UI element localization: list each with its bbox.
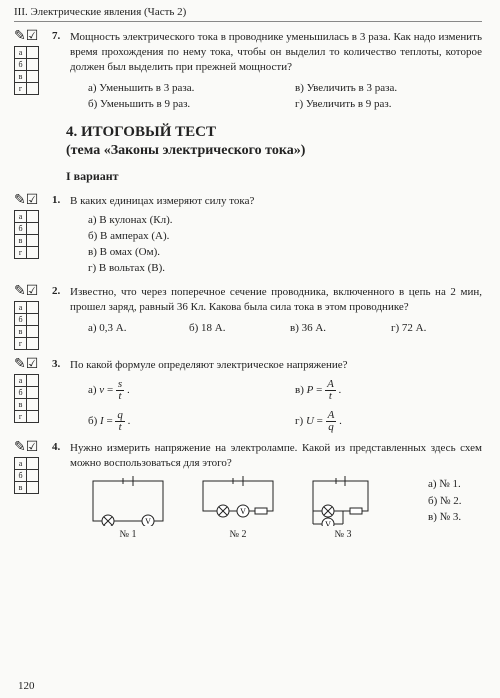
question-number: 3. xyxy=(52,358,66,433)
answer-list: а) № 1. б) № 2. в) № 3. xyxy=(428,476,462,526)
circuit-1: V № 1 xyxy=(88,476,168,542)
question-2-row: ✎☑ а б в г 2. Известно, что через попере… xyxy=(14,285,482,350)
answer-option: б) В амперах (А). xyxy=(88,229,482,245)
answer-option: в) В омах (Ом). xyxy=(88,245,482,261)
answer-option: г) В вольтах (В). xyxy=(88,261,482,277)
answer-option: в) № 3. xyxy=(428,509,462,526)
question-text: Известно, что через поперечное сечение п… xyxy=(70,285,482,336)
answer-option: б) № 2. xyxy=(428,493,462,510)
answer-option: г) U = Aq . xyxy=(295,410,482,433)
circuit-2: V № 2 xyxy=(198,476,278,542)
answer-option: г) Увеличить в 9 раз. xyxy=(295,97,482,112)
question-number: 4. xyxy=(52,441,66,542)
answer-option: в) Увеличить в 3 раза. xyxy=(295,81,482,96)
question-text: Мощность электрического тока в проводник… xyxy=(70,30,482,112)
chapter-heading: III. Электрические явления (Часть 2) xyxy=(14,6,482,22)
answer-option: а) № 1. xyxy=(428,476,462,493)
variant-label: I вариант xyxy=(66,169,482,184)
answer-grid-sidebar: ✎☑ а б в xyxy=(14,441,52,494)
answer-grid: а б в г xyxy=(14,46,39,95)
answer-grid: а б в г xyxy=(14,210,39,259)
pencil-icon: ✎☑ xyxy=(14,30,38,44)
circuit-diagram-icon: V xyxy=(198,476,278,526)
question-number: 7. xyxy=(52,30,66,112)
answer-grid-sidebar: ✎☑ а б в г xyxy=(14,30,52,95)
answer-option: а) v = st . xyxy=(88,379,275,402)
circuit-3: V № 3 xyxy=(308,476,378,542)
answer-option: в) P = At . xyxy=(295,379,482,402)
answer-option: а) В кулонах (Кл). xyxy=(88,213,482,229)
section-subtitle: (тема «Законы электрического тока») xyxy=(66,143,482,159)
circuit-diagram-icon: V xyxy=(88,476,168,526)
question-number: 2. xyxy=(52,285,66,336)
answer-option: б) I = qt . xyxy=(88,410,275,433)
answer-option: а) 0,3 А. xyxy=(88,321,179,336)
question-number: 1. xyxy=(52,194,66,277)
question-3-row: ✎☑ а б в г 3. По какой формуле определяю… xyxy=(14,358,482,433)
answer-option: б) Уменьшить в 9 раз. xyxy=(88,97,275,112)
answer-option: в) 36 А. xyxy=(290,321,381,336)
question-text: В каких единицах измеряют силу тока? а) … xyxy=(70,194,482,277)
answer-grid-sidebar: ✎☑ а б в г xyxy=(14,358,52,423)
pencil-icon: ✎☑ xyxy=(14,194,38,208)
question-text: По какой формуле определяют электрическо… xyxy=(70,358,482,433)
question-1-row: ✎☑ а б в г 1. В каких единицах измеряют … xyxy=(14,194,482,277)
pencil-icon: ✎☑ xyxy=(14,358,38,372)
section-title: 4. ИТОГОВЫЙ ТЕСТ xyxy=(66,124,482,141)
pencil-icon: ✎☑ xyxy=(14,441,38,455)
answer-option: б) 18 А. xyxy=(189,321,280,336)
svg-text:V: V xyxy=(240,507,246,516)
answer-grid-sidebar: ✎☑ а б в г xyxy=(14,194,52,259)
svg-text:V: V xyxy=(145,517,151,526)
answer-grid-sidebar: ✎☑ а б в г xyxy=(14,285,52,350)
svg-text:V: V xyxy=(325,520,331,526)
page: III. Электрические явления (Часть 2) ✎☑ … xyxy=(0,0,500,698)
pencil-icon: ✎☑ xyxy=(14,285,38,299)
question-4-row: ✎☑ а б в 4. Нужно измерить напряжение на… xyxy=(14,441,482,542)
answer-grid: а б в xyxy=(14,457,39,494)
circuit-diagram-icon: V xyxy=(308,476,378,526)
answer-grid: а б в г xyxy=(14,301,39,350)
page-number: 120 xyxy=(18,680,35,692)
answer-option: г) 72 А. xyxy=(391,321,482,336)
answer-grid: а б в г xyxy=(14,374,39,423)
question-7-row: ✎☑ а б в г 7. Мощность электрического то… xyxy=(14,30,482,112)
question-text: Нужно измерить напряжение на электроламп… xyxy=(70,441,482,542)
answer-option: а) Уменьшить в 3 раза. xyxy=(88,81,275,96)
